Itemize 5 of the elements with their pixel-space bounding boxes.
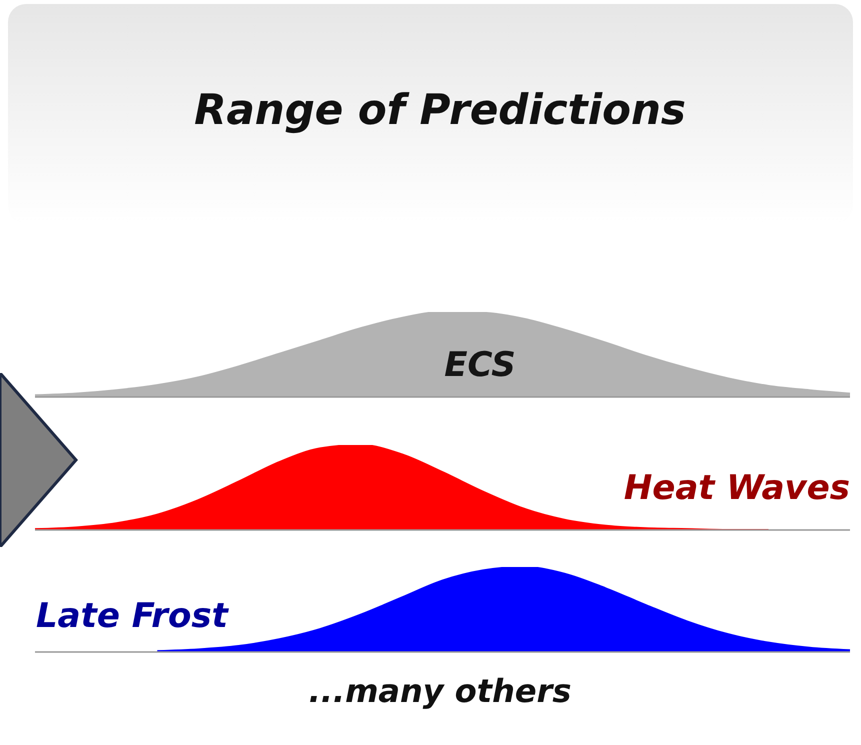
text: ...many others: [308, 672, 572, 710]
series-label: ECS: [443, 345, 517, 385]
chart-title: Range of Predictions: [193, 85, 687, 134]
series-label: Late Frost: [36, 596, 230, 636]
series-label: Heat Waves: [622, 468, 850, 508]
